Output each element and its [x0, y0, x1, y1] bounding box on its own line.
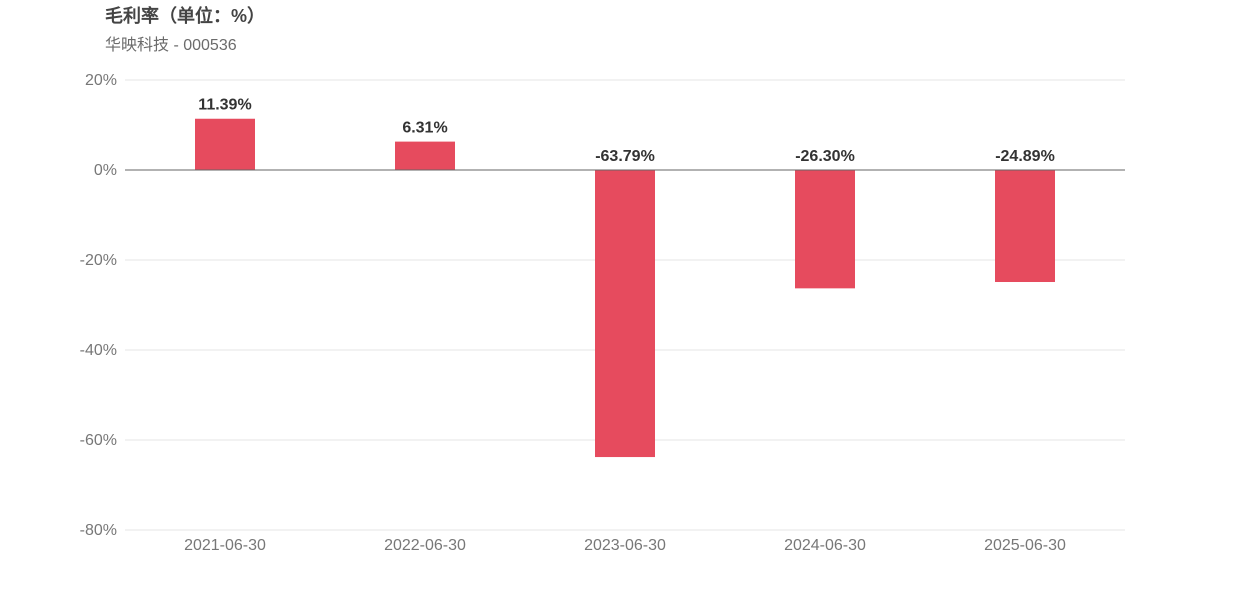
data-label: 11.39% — [198, 97, 251, 114]
bar-2023-06-30 — [595, 170, 655, 458]
x-tick-label: 2021-06-30 — [184, 537, 266, 554]
data-label: 6.31% — [402, 120, 447, 137]
chart-subtitle: 华映科技 - 000536 — [105, 37, 237, 54]
bar-2022-06-30 — [395, 141, 455, 170]
data-label: -24.89% — [995, 148, 1055, 165]
y-tick-label: -40% — [80, 342, 117, 359]
y-tick-label: -60% — [80, 432, 117, 449]
x-axis-ticks: 2021-06-30 2022-06-30 2023-06-30 2024-06-30… — [184, 537, 1066, 554]
x-tick-label: 2025-06-30 — [984, 537, 1066, 554]
data-label: -26.30% — [795, 148, 855, 165]
bar-2021-06-30 — [195, 118, 255, 170]
x-tick-label: 2022-06-30 — [384, 537, 466, 554]
y-tick-label: 20% — [85, 72, 117, 89]
y-tick-label: 0% — [94, 162, 117, 179]
bar-2024-06-30 — [795, 170, 855, 289]
data-labels: 11.39% 6.31% -63.79% -26.30% -24.89% — [198, 97, 1054, 165]
y-axis-ticks: 20% 0% -20% -40% -60% -80% — [80, 72, 117, 539]
x-tick-label: 2023-06-30 — [584, 537, 666, 554]
bars — [195, 118, 1055, 458]
x-tick-label: 2024-06-30 — [784, 537, 866, 554]
chart-title: 毛利率（单位：%） — [105, 6, 266, 26]
bar-2025-06-30 — [995, 170, 1055, 283]
data-label: -63.79% — [595, 148, 655, 165]
y-tick-label: -80% — [80, 522, 117, 539]
y-tick-label: -20% — [80, 252, 117, 269]
